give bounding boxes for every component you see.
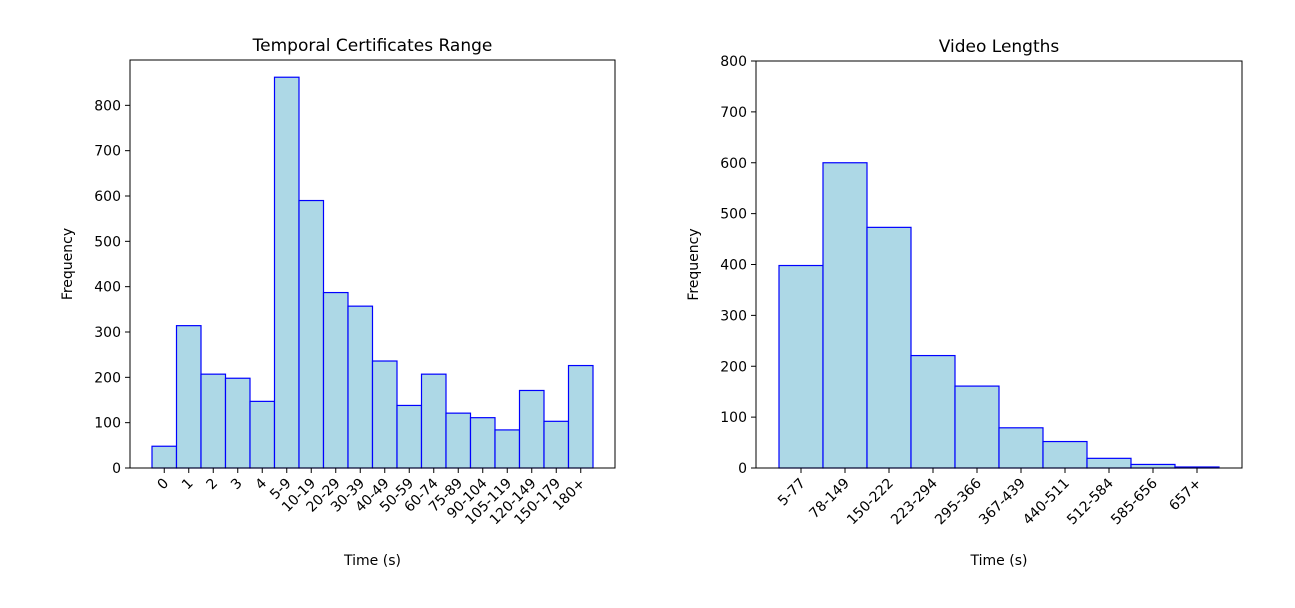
y-tick-label: 400 — [720, 258, 747, 274]
x-axis-label: Time (s) — [970, 553, 1028, 569]
x-tick-label: 440-511 — [1020, 476, 1073, 529]
x-ticks: 5-7778-149150-222223-294295-366367-43944… — [775, 468, 1205, 528]
y-tick-label: 0 — [112, 461, 121, 477]
y-tick-label: 300 — [720, 308, 747, 324]
bar-1 — [175, 325, 202, 469]
x-tick-label: 367-439 — [976, 476, 1029, 529]
y-tick-label: 600 — [720, 156, 747, 172]
bar-40-49 — [371, 360, 398, 469]
x-tick-label: 3 — [228, 476, 246, 494]
bar-295-366 — [954, 385, 1000, 469]
chart-temporal-certificates: Temporal Certificates Range Time (s) Fre… — [60, 36, 616, 569]
bar-367-439 — [998, 427, 1044, 469]
bar-150-179 — [543, 420, 570, 469]
chart-title: Temporal Certificates Range — [252, 36, 493, 56]
x-axis-label: Time (s) — [343, 553, 401, 569]
bar-75-89 — [445, 412, 472, 469]
bar-10-19 — [298, 199, 325, 469]
x-ticks: 0 1 2 3 45-910-1920-2930-3940-4950-5960-7475… — [154, 468, 589, 528]
bar-512-584 — [1086, 457, 1132, 469]
bar-60-74 — [420, 373, 447, 469]
y-ticks: 0 100 200 300 400 500 600 700 800 — [720, 54, 756, 477]
x-tick-label: 657+ — [1166, 476, 1205, 515]
x-tick-label: 1 — [179, 476, 197, 494]
bars — [778, 162, 1220, 469]
x-tick-label: 5-77 — [775, 476, 809, 510]
y-tick-label: 300 — [94, 325, 121, 341]
bar-585-656 — [1130, 463, 1176, 469]
x-tick-label: 150-222 — [844, 476, 897, 529]
bar-78-149 — [822, 162, 868, 469]
bar-2 — [200, 373, 227, 469]
bar-105-119 — [494, 429, 521, 469]
axes-frame — [129, 59, 616, 469]
bar-0 — [151, 445, 178, 469]
chart-video-lengths: Video Lengths Time (s) Frequency 0 100 200… — [686, 37, 1243, 569]
bar-3 — [224, 377, 251, 469]
y-tick-label: 800 — [94, 98, 121, 114]
x-tick-label: 295-366 — [932, 475, 985, 528]
bar-90-104 — [469, 417, 496, 469]
bar-180+ — [567, 364, 594, 469]
x-tick-label: 0 — [154, 476, 172, 494]
y-tick-label: 500 — [94, 234, 121, 250]
y-tick-label: 700 — [720, 105, 747, 121]
bar-150-222 — [866, 226, 912, 469]
bar-5-77 — [778, 264, 824, 469]
y-tick-label: 200 — [94, 370, 121, 386]
y-tick-label: 600 — [94, 189, 121, 205]
bar-120-149 — [518, 389, 545, 469]
y-tick-label: 500 — [720, 207, 747, 223]
bar-223-294 — [910, 354, 956, 469]
bar-4 — [249, 400, 276, 469]
x-tick-label: 585-656 — [1108, 475, 1161, 528]
y-ticks: 0 100 200 300 400 500 600 700 800 — [94, 98, 130, 477]
y-tick-label: 400 — [94, 280, 121, 296]
bars — [151, 76, 594, 469]
y-tick-label: 100 — [94, 416, 121, 432]
x-tick-label: 223-294 — [888, 475, 941, 528]
bar-20-29 — [322, 291, 349, 469]
x-tick-label: 2 — [203, 476, 221, 494]
y-tick-label: 100 — [720, 410, 747, 426]
bar-5-9 — [273, 76, 300, 469]
y-tick-label: 0 — [738, 461, 747, 477]
y-tick-label: 800 — [720, 54, 747, 70]
bar-50-59 — [396, 404, 423, 469]
y-tick-label: 200 — [720, 359, 747, 375]
chart-title: Video Lengths — [939, 37, 1060, 57]
bar-30-39 — [347, 305, 374, 469]
bar-440-511 — [1042, 440, 1088, 469]
y-axis-label: Frequency — [686, 228, 702, 300]
x-tick-label: 512-584 — [1064, 475, 1117, 528]
y-axis-label: Frequency — [60, 228, 76, 300]
y-tick-label: 700 — [94, 144, 121, 160]
